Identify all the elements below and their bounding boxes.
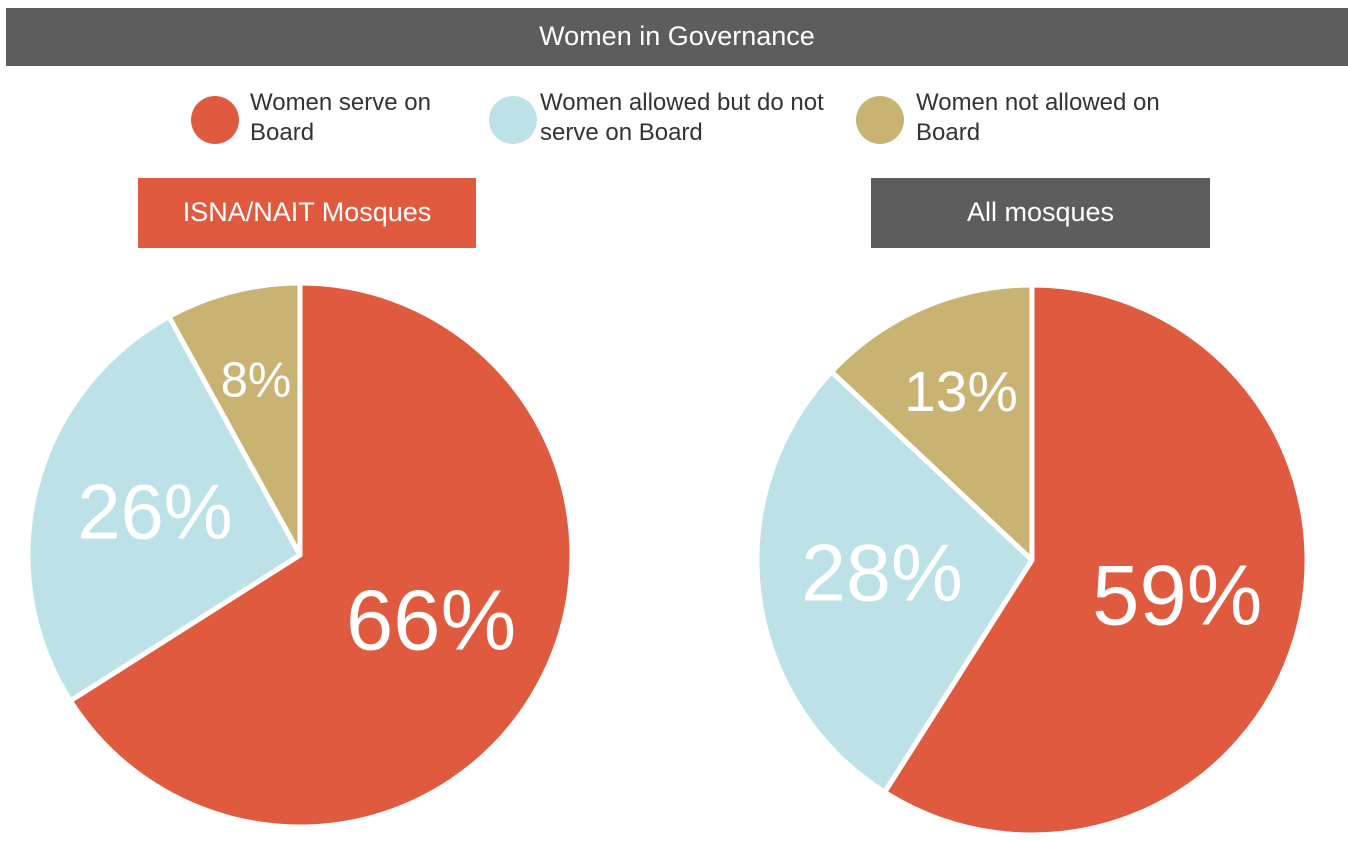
slice-label: 28% [801, 528, 963, 618]
header-bar [6, 8, 1348, 66]
pie-title-box [138, 178, 476, 248]
pie-title: All mosques [967, 197, 1114, 227]
pie-slice [754, 369, 1035, 795]
pie-slice [829, 282, 1035, 563]
slice-label: 26% [77, 469, 232, 555]
pie-title-box [871, 178, 1210, 248]
legend-swatch [489, 96, 537, 144]
slice-label: 59% [1092, 549, 1262, 644]
chart-title: Women in Governance [539, 21, 815, 51]
legend-swatch [856, 96, 904, 144]
slice-label: 8% [221, 354, 292, 408]
pie-title: ISNA/NAIT Mosques [183, 197, 432, 227]
legend-label: Women allowed but do not serve on Board [540, 89, 824, 146]
pie-slice [882, 282, 1310, 838]
pie-slice [67, 280, 575, 830]
pie-slice [25, 314, 303, 704]
slice-label: 66% [346, 574, 516, 669]
pie-slice [166, 280, 303, 558]
slice-label: 13% [904, 361, 1018, 424]
legend-label: Women serve on Board [250, 89, 431, 146]
legend-label: Women not allowed on Board [916, 89, 1160, 146]
legend-swatch [191, 96, 239, 144]
